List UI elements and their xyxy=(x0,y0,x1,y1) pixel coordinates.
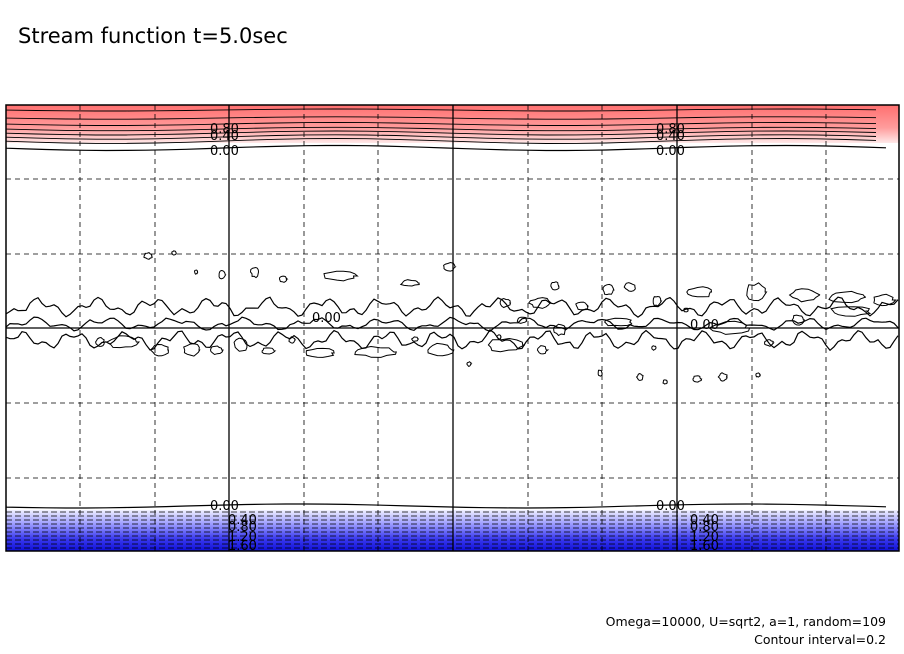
contour-label-bottom-3: 1.20 xyxy=(228,530,257,545)
eddy-contour-40 xyxy=(466,361,473,367)
eddy-contour-51 xyxy=(193,269,199,275)
plot-frame xyxy=(5,104,900,552)
parameters-caption: Omega=10000, U=sqrt2, a=1, random=109 xyxy=(605,614,886,629)
contour-label-top-right-1: 0.40 xyxy=(656,129,685,144)
eddy-contour-39 xyxy=(410,336,420,342)
contour-label-bottom-right-0: 0.00 xyxy=(656,499,685,514)
top-contour-line-2 xyxy=(6,122,877,126)
contour-label-middle-right: 0.00 xyxy=(690,318,719,333)
contour-label-bottom-right-4: 1.60 xyxy=(690,539,719,554)
bottom-band-label-group-right: 0.00 0.40 0.80 1.20 1.60 xyxy=(656,499,719,554)
eddy-contour-46 xyxy=(717,372,728,382)
eddy-contour-3 xyxy=(249,266,260,279)
eddy-contour-47 xyxy=(755,372,761,378)
eddy-contour-29 xyxy=(209,345,224,356)
middle-contour-lower xyxy=(6,329,899,352)
eddy-contour-12 xyxy=(602,283,615,296)
eddy-contour-19 xyxy=(873,293,897,307)
eddy-contour-35 xyxy=(427,342,455,357)
eddy-contour-43 xyxy=(635,373,644,381)
contour-label-middle-left: 0.00 xyxy=(312,311,341,326)
eddy-contour-44 xyxy=(662,379,668,385)
eddy-contour-20 xyxy=(516,316,528,324)
eddy-contour-26 xyxy=(106,335,140,349)
eddy-contour-14 xyxy=(652,295,663,307)
eddy-contour-32 xyxy=(288,336,297,344)
eddy-contour-34 xyxy=(354,345,398,358)
top-contour-line-0 xyxy=(6,108,877,112)
top-band-label-group-left: 0.80 0.40 0.00 xyxy=(210,122,239,159)
eddy-contour-36 xyxy=(487,337,525,353)
contour-label-top-right-2: 0.00 xyxy=(656,144,685,159)
eddy-contour-16 xyxy=(746,282,768,302)
eddy-contour-45 xyxy=(692,375,703,383)
top-band-contours xyxy=(6,108,887,152)
eddy-contour-18 xyxy=(828,290,867,304)
contour-label-bottom-right-2: 0.80 xyxy=(690,520,719,535)
eddy-contour-42 xyxy=(651,345,657,351)
eddy-contour-5 xyxy=(323,270,359,282)
eddy-contour-1 xyxy=(171,250,177,256)
chart-title: Stream function t=5.0sec xyxy=(18,24,288,48)
eddy-contour-24 xyxy=(830,306,872,317)
eddy-contour-41 xyxy=(496,334,502,340)
contour-label-bottom-1: 0.40 xyxy=(228,513,257,528)
eddy-contour-0 xyxy=(143,252,153,260)
eddy-contour-7 xyxy=(443,261,457,272)
eddy-contour-49 xyxy=(597,369,603,377)
middle-zero-contours xyxy=(6,250,899,385)
bottom-band-label-group-left: 0.00 0.40 0.80 1.20 1.60 xyxy=(210,499,257,554)
contour-label-bottom-right-3: 1.20 xyxy=(690,530,719,545)
eddy-contour-17 xyxy=(788,288,821,303)
eddy-contour-10 xyxy=(550,281,560,291)
top-contour-line-4 xyxy=(6,130,877,136)
eddy-contour-33 xyxy=(305,347,335,358)
middle-contour-upper xyxy=(6,296,899,318)
top-contour-line-1 xyxy=(6,116,877,120)
eddy-contour-13 xyxy=(623,282,636,292)
eddy-contour-22 xyxy=(708,320,751,335)
eddy-contour-9 xyxy=(528,297,553,309)
middle-contour-center xyxy=(6,316,899,332)
contour-label-top-0: 0.80 xyxy=(210,122,239,137)
contour-interval-caption: Contour interval=0.2 xyxy=(754,632,886,647)
contour-label-bottom-2: 0.80 xyxy=(228,520,257,535)
eddy-contour-38 xyxy=(553,323,567,337)
eddy-contour-15 xyxy=(686,286,713,298)
eddy-contour-30 xyxy=(233,337,248,352)
bottom-band-contours xyxy=(6,503,899,549)
contour-label-bottom-right-1: 0.40 xyxy=(690,513,719,528)
contour-label-top-1: 0.40 xyxy=(210,129,239,144)
eddy-contour-2 xyxy=(218,269,227,280)
eddy-contour-23 xyxy=(791,314,806,326)
eddy-contour-6 xyxy=(399,279,420,287)
eddy-contour-8 xyxy=(499,297,512,309)
eddy-contour-50 xyxy=(683,307,689,313)
contour-label-bottom-4: 1.60 xyxy=(228,539,257,554)
eddy-contour-4 xyxy=(278,275,289,283)
contour-label-bottom-0: 0.00 xyxy=(210,499,239,514)
top-band-label-group-right: 0.80 0.40 0.00 xyxy=(656,122,685,159)
eddy-contour-28 xyxy=(183,343,201,357)
top-contour-line-3 xyxy=(6,126,877,132)
top-contour-line-6 xyxy=(6,138,877,144)
contour-label-top-right-0: 0.80 xyxy=(656,122,685,137)
bottom-zero-contour xyxy=(6,503,887,509)
gridlines xyxy=(6,105,899,551)
contour-label-top-2: 0.00 xyxy=(210,144,239,159)
top-contour-line-5 xyxy=(6,134,877,140)
eddy-contour-48 xyxy=(763,339,775,347)
top-zero-contour xyxy=(6,144,887,152)
eddy-contour-31 xyxy=(261,347,277,355)
eddy-contour-37 xyxy=(536,345,550,355)
eddy-contour-25 xyxy=(95,336,105,347)
eddy-contour-27 xyxy=(149,343,169,357)
eddy-contour-21 xyxy=(604,317,633,327)
eddy-contour-11 xyxy=(575,301,590,311)
